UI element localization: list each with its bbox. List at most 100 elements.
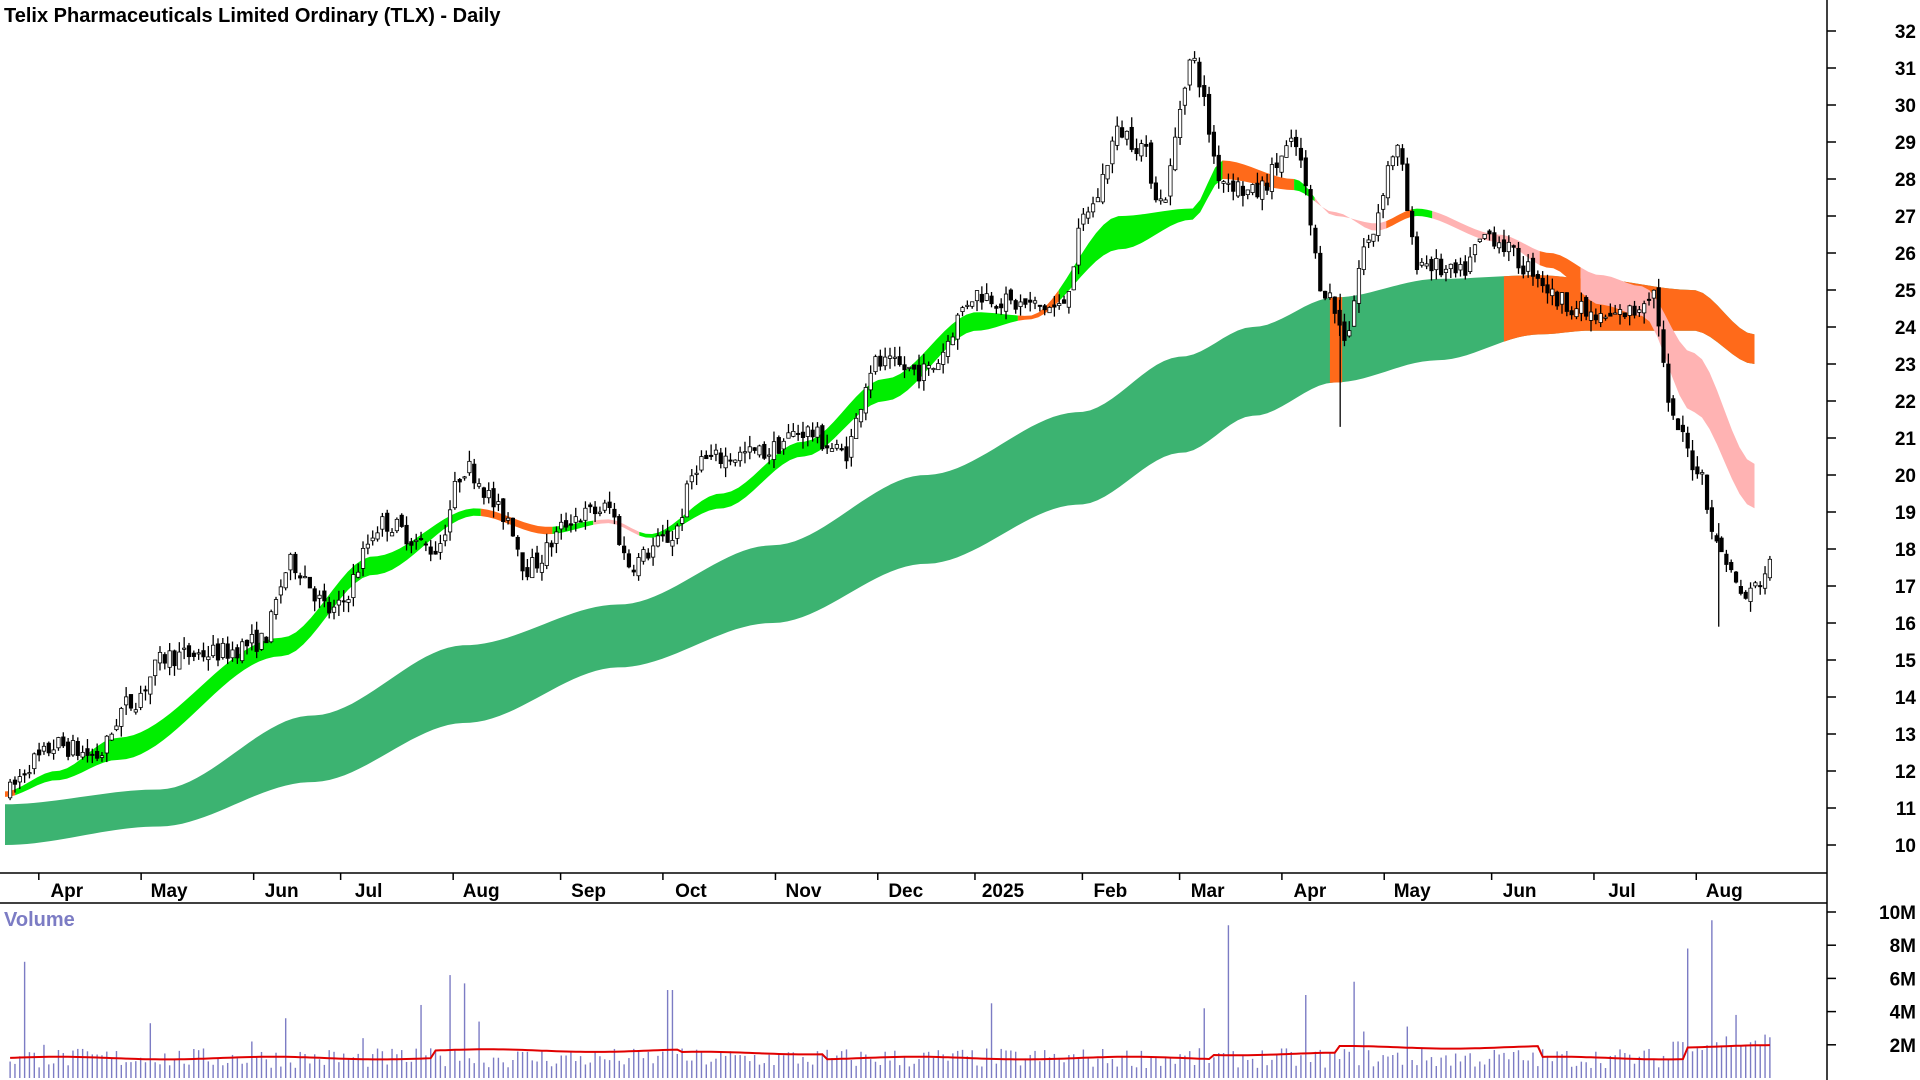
candle-body: [689, 475, 694, 483]
candle-body: [1733, 571, 1739, 583]
candle-body: [1381, 195, 1386, 210]
price-tick-label: 23: [1895, 355, 1916, 376]
candle-body: [1071, 266, 1076, 291]
candle-body: [1206, 93, 1212, 135]
candle-body: [1032, 300, 1038, 304]
candle-body: [1695, 466, 1700, 475]
price-tick-label: 13: [1895, 725, 1916, 746]
candle-body: [525, 567, 530, 578]
candle-body: [1129, 126, 1134, 150]
candle-body: [230, 649, 235, 659]
candle-body: [1202, 85, 1207, 97]
candle-body: [1719, 537, 1724, 553]
candle-body: [61, 736, 66, 747]
candle-body: [820, 425, 825, 450]
candle-body: [747, 446, 752, 453]
candle-body: [1090, 203, 1096, 213]
candle-body: [114, 725, 119, 730]
candle-body: [651, 545, 656, 558]
candle-body: [1598, 313, 1603, 323]
candle-body: [443, 534, 448, 542]
price-tick-label: 20: [1895, 466, 1916, 487]
date-tick-label: Sep: [571, 881, 606, 902]
candle-body: [244, 639, 250, 647]
short-ribbon-segment: [1580, 267, 1642, 316]
candle-body: [1284, 145, 1289, 158]
candle-body: [1613, 312, 1618, 315]
candle-body: [916, 364, 922, 382]
candle-body: [1574, 308, 1579, 318]
candle-body: [119, 708, 124, 727]
candle-body: [22, 773, 27, 776]
short-ribbon-segment: [1058, 160, 1223, 302]
candle-body: [1105, 164, 1110, 180]
candle-body: [481, 487, 486, 498]
candle-body: [636, 557, 641, 577]
candle-body: [646, 552, 651, 559]
short-ribbon-segment: [664, 312, 1018, 535]
candle-body: [694, 472, 699, 475]
candle-body: [1400, 148, 1405, 165]
candle-body: [66, 741, 71, 757]
candle-body: [965, 304, 970, 307]
candle-body: [380, 516, 385, 530]
candle-body: [549, 542, 554, 548]
candle-body: [510, 517, 516, 537]
candle-body: [1119, 127, 1125, 138]
candle-body: [1642, 303, 1647, 314]
candle-body: [17, 776, 22, 783]
candle-body: [1385, 165, 1391, 199]
candle-body: [1753, 582, 1758, 587]
candle-body: [12, 779, 18, 785]
candle-body: [926, 365, 931, 369]
candle-body: [1622, 312, 1627, 318]
date-tick-label: Dec: [888, 881, 923, 902]
candle-body: [762, 443, 767, 459]
candle-body: [1748, 587, 1753, 602]
price-tick-label: 32: [1895, 22, 1916, 43]
candle-body: [462, 476, 467, 479]
price-tick-label: 30: [1895, 96, 1916, 117]
candle-body: [1738, 586, 1743, 594]
candle-body: [37, 749, 42, 756]
candle-body: [999, 303, 1004, 309]
date-tick-label: Apr: [50, 881, 83, 902]
candle-body: [713, 449, 719, 455]
candle-body: [844, 446, 849, 462]
candle-body: [501, 498, 506, 523]
candle-body: [1264, 182, 1270, 191]
candle-body: [1487, 230, 1492, 235]
price-axis-ticks: 10 11 12 13 14 15 16 17 18 19 20 21 22 23 24 25 26 27 28 29…: [1827, 22, 1916, 857]
candle-body: [515, 536, 520, 550]
candle-body: [1729, 562, 1734, 571]
candle-body: [1260, 180, 1265, 200]
date-tick-label: Oct: [675, 881, 707, 902]
candle-body: [955, 314, 960, 340]
candle-body: [834, 444, 839, 449]
date-tick-label: Aug: [463, 881, 500, 902]
candle-body: [1095, 197, 1100, 203]
candle-body: [225, 643, 230, 659]
candle-body: [1086, 211, 1091, 219]
candle-body: [1443, 268, 1449, 273]
date-tick-label: Nov: [786, 881, 822, 902]
candle-body: [723, 455, 728, 469]
candle-body: [95, 750, 100, 759]
candle-body: [496, 501, 501, 505]
candle-body: [1153, 182, 1158, 201]
candle-body: [805, 426, 810, 437]
candle-body: [752, 447, 757, 451]
candle-body: [385, 512, 390, 532]
candle-body: [1139, 143, 1144, 157]
candle-body: [612, 508, 617, 518]
candle-body: [1047, 307, 1052, 314]
candle-body: [1187, 59, 1192, 86]
date-tick-label: Feb: [1094, 881, 1128, 902]
candle-body: [1550, 288, 1555, 297]
candle-body: [491, 488, 496, 508]
candle-body: [206, 656, 211, 661]
candle-body: [1545, 284, 1550, 294]
candle-body: [970, 301, 975, 307]
candle-body: [1250, 184, 1255, 193]
candle-body: [1535, 273, 1540, 279]
